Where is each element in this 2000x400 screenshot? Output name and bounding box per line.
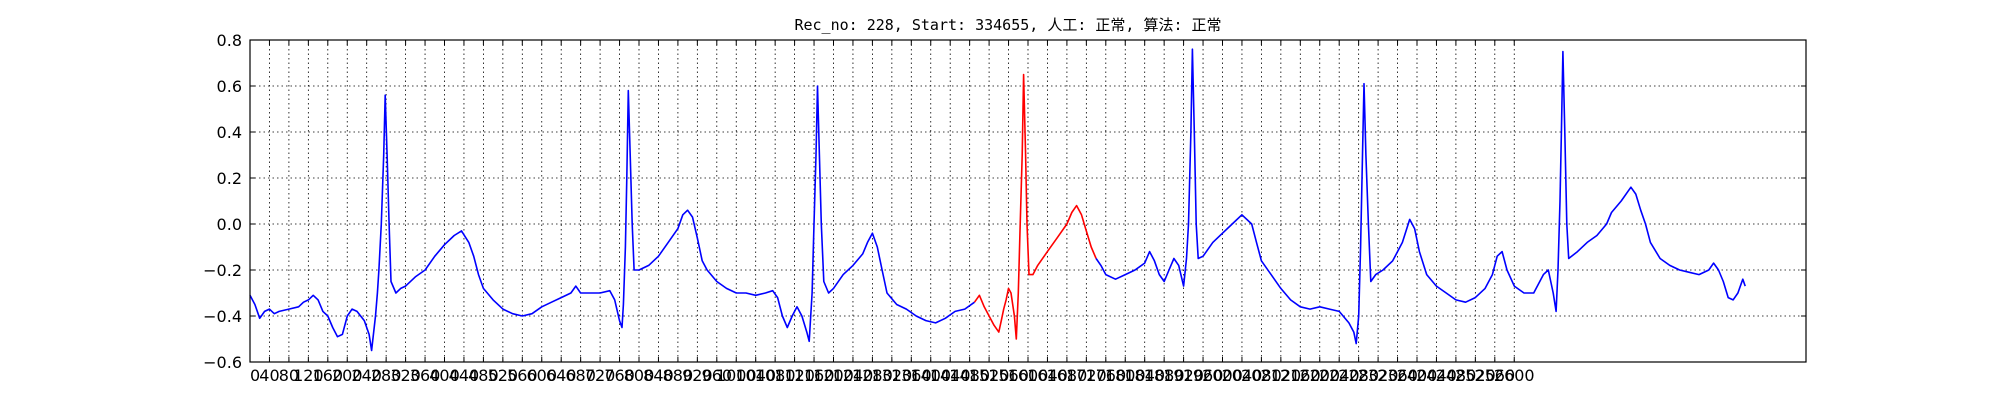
x-tick-label: 360 bbox=[410, 366, 441, 385]
y-tick-label: 0.2 bbox=[217, 169, 242, 188]
x-tick-label: 2040 bbox=[1222, 366, 1263, 385]
x-tick-label: 680 bbox=[565, 366, 596, 385]
plot-frame bbox=[249, 39, 1807, 363]
x-tick-label: 2160 bbox=[1280, 366, 1321, 385]
x-tick-label: 920 bbox=[682, 366, 713, 385]
x-tick-label: 280 bbox=[371, 366, 402, 385]
x-tick-label: 2600 bbox=[1494, 366, 1535, 385]
x-tick-label: 560 bbox=[507, 366, 538, 385]
x-tick-label: 120 bbox=[293, 366, 324, 385]
x-tick-label: 80 bbox=[279, 366, 299, 385]
x-tick-label: 720 bbox=[585, 366, 616, 385]
x-tick-label: 1320 bbox=[871, 366, 912, 385]
x-tick-label: 2200 bbox=[1299, 366, 1340, 385]
x-tick-label: 2360 bbox=[1377, 366, 1418, 385]
x-tick-label: 520 bbox=[488, 366, 519, 385]
x-tick-label: 40 bbox=[259, 366, 279, 385]
x-tick-label: 1560 bbox=[988, 366, 1029, 385]
x-tick-label: 1040 bbox=[735, 366, 776, 385]
x-tick-label: 2440 bbox=[1416, 366, 1457, 385]
x-tick-label: 2240 bbox=[1319, 366, 1360, 385]
x-tick-label: 1520 bbox=[969, 366, 1010, 385]
x-tick-label: 2480 bbox=[1436, 366, 1477, 385]
x-tick-label: 1400 bbox=[910, 366, 951, 385]
x-axis-ticks: 0 40 8012016020024028032036040044048052056… bbox=[249, 40, 1535, 385]
x-tick-label: 1200 bbox=[813, 366, 854, 385]
x-tick-label: 1440 bbox=[930, 366, 971, 385]
x-tick-label: 1840 bbox=[1124, 366, 1165, 385]
x-tick-label: 200 bbox=[332, 366, 363, 385]
y-tick-label: 0.8 bbox=[217, 31, 242, 50]
x-tick-label: 1800 bbox=[1105, 366, 1146, 385]
plot-series-group bbox=[249, 48, 1746, 352]
x-tick-label: 880 bbox=[663, 366, 694, 385]
x-tick-label: 2400 bbox=[1397, 366, 1438, 385]
x-tick-label: 800 bbox=[624, 366, 655, 385]
x-tick-label: 400 bbox=[429, 366, 460, 385]
x-tick-label: 1360 bbox=[891, 366, 932, 385]
x-tick-label: 760 bbox=[604, 366, 635, 385]
x-tick-label: 1920 bbox=[1163, 366, 1204, 385]
y-tick-label: 0.0 bbox=[217, 215, 242, 234]
x-tick-label: 1960 bbox=[1183, 366, 1224, 385]
x-tick-label: 1280 bbox=[852, 366, 893, 385]
chart-title: Rec_no: 228, Start: 334655, 人工: 正常, 算法: … bbox=[794, 16, 1221, 34]
x-tick-label: 1240 bbox=[833, 366, 874, 385]
x-tick-label: 1760 bbox=[1085, 366, 1126, 385]
x-tick-label: 480 bbox=[468, 366, 499, 385]
y-tick-label: 0.6 bbox=[217, 77, 242, 96]
x-tick-label: 1640 bbox=[1027, 366, 1068, 385]
y-tick-label: −0.6 bbox=[203, 353, 242, 372]
x-tick-label: 440 bbox=[449, 366, 480, 385]
y-tick-label: 0.4 bbox=[217, 123, 242, 142]
y-tick-label: −0.4 bbox=[203, 307, 242, 326]
x-tick-label: 160 bbox=[313, 366, 344, 385]
x-tick-label: 640 bbox=[546, 366, 577, 385]
x-tick-label: 2520 bbox=[1455, 366, 1496, 385]
x-tick-label: 1160 bbox=[794, 366, 835, 385]
y-tick-label: −0.2 bbox=[203, 261, 242, 280]
x-tick-label: 2120 bbox=[1260, 366, 1301, 385]
x-tick-label: 2080 bbox=[1241, 366, 1282, 385]
x-tick-label: 1880 bbox=[1144, 366, 1185, 385]
x-tick-label: 1080 bbox=[755, 366, 796, 385]
grid-layer bbox=[250, 40, 1806, 362]
x-tick-label: 1600 bbox=[1008, 366, 1049, 385]
ecg-series-line-highlight bbox=[973, 73, 1097, 340]
ecg-series-line-before bbox=[249, 85, 975, 352]
ecg-series-line-after bbox=[1095, 48, 1746, 345]
x-tick-label: 320 bbox=[390, 366, 421, 385]
x-tick-label: 1000 bbox=[716, 366, 757, 385]
x-tick-label: 2560 bbox=[1474, 366, 1515, 385]
x-tick-label: 240 bbox=[351, 366, 382, 385]
x-tick-label: 1120 bbox=[774, 366, 815, 385]
x-tick-label: 1480 bbox=[949, 366, 990, 385]
x-tick-label: 840 bbox=[643, 366, 674, 385]
x-tick-label: 960 bbox=[702, 366, 733, 385]
x-tick-label: 2280 bbox=[1338, 366, 1379, 385]
x-tick-label: 1680 bbox=[1047, 366, 1088, 385]
y-axis-ticks: 0.8 0.6 0.4 0.2 0.0 −0.2 −0.4 −0.6 bbox=[203, 31, 1806, 372]
x-tick-label: 2320 bbox=[1358, 366, 1399, 385]
x-tick-label: 2000 bbox=[1202, 366, 1243, 385]
x-tick-label: 0 bbox=[250, 366, 260, 385]
x-tick-label: 1720 bbox=[1066, 366, 1107, 385]
x-tick-label: 600 bbox=[526, 366, 557, 385]
